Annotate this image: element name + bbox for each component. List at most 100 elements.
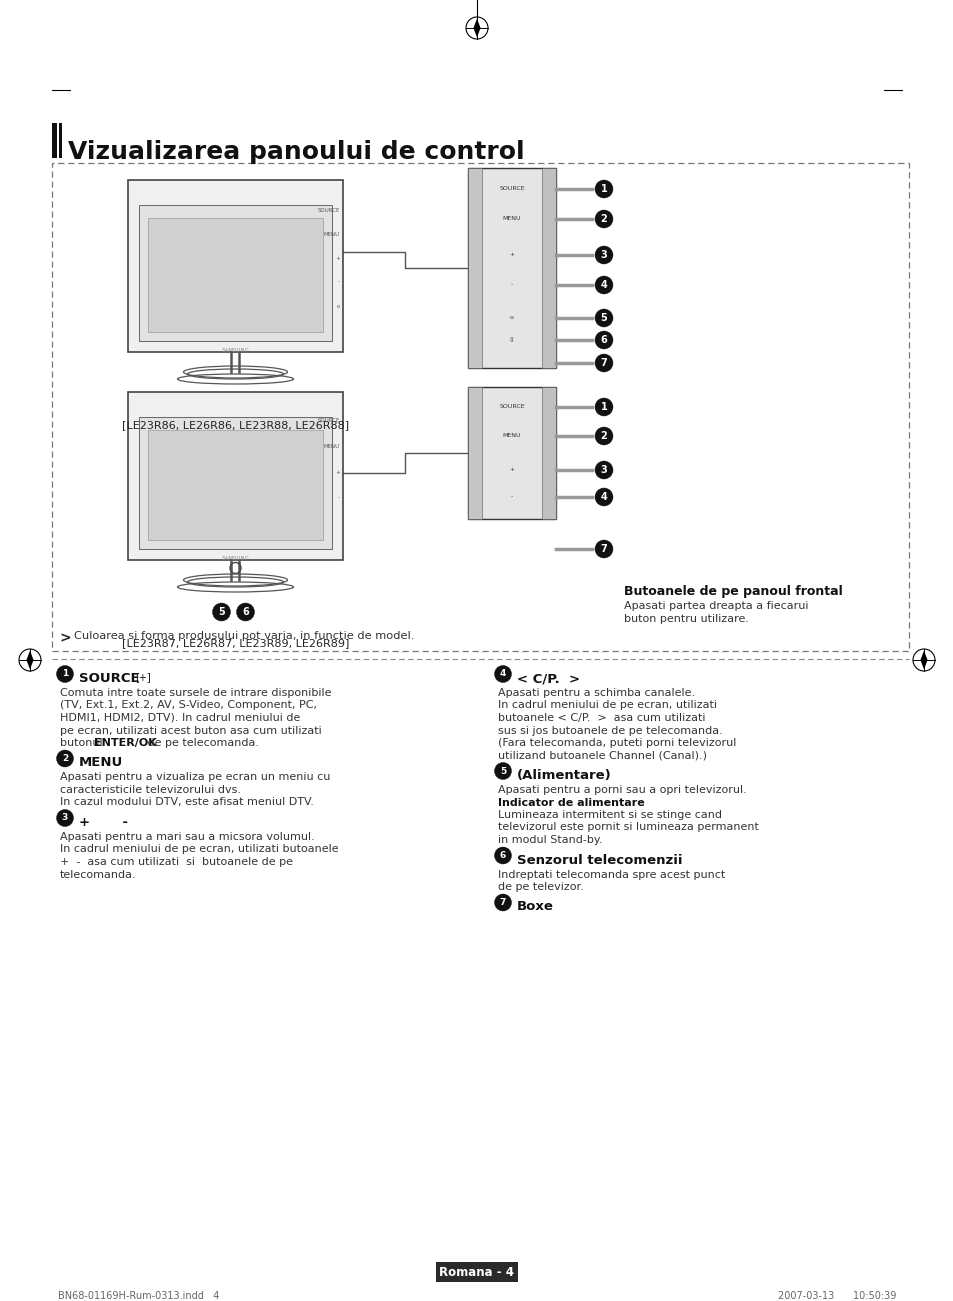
Text: butoanele < C/P.  >  asa cum utilizati: butoanele < C/P. > asa cum utilizati xyxy=(497,713,705,723)
Circle shape xyxy=(213,602,231,621)
Text: SOURCE: SOURCE xyxy=(498,186,524,191)
Text: 2: 2 xyxy=(62,755,68,762)
Text: 6: 6 xyxy=(242,608,249,617)
Text: SOURCE: SOURCE xyxy=(79,673,139,686)
Text: SAMSUNG: SAMSUNG xyxy=(221,556,249,561)
Text: Boxe: Boxe xyxy=(517,900,554,913)
Text: butonul: butonul xyxy=(60,738,106,748)
Text: (Fara telecomanda, puteti porni televizorul: (Fara telecomanda, puteti porni televizo… xyxy=(497,738,736,748)
Bar xyxy=(468,386,481,519)
Circle shape xyxy=(595,488,613,506)
Bar xyxy=(52,163,908,650)
Text: ENTER/OK: ENTER/OK xyxy=(94,738,157,748)
Circle shape xyxy=(56,749,73,768)
Bar xyxy=(468,168,556,368)
Bar xyxy=(59,124,62,157)
Text: 4: 4 xyxy=(600,280,607,290)
Text: >: > xyxy=(60,631,71,645)
Text: Apasati pentru a porni sau a opri televizorul.: Apasati pentru a porni sau a opri televi… xyxy=(497,785,746,795)
Circle shape xyxy=(595,209,613,228)
Text: Indicator de alimentare: Indicator de alimentare xyxy=(497,798,644,808)
Text: utilizand butoanele Channel (Canal).): utilizand butoanele Channel (Canal).) xyxy=(497,751,706,761)
Text: 7: 7 xyxy=(600,544,607,554)
Circle shape xyxy=(494,894,511,911)
Circle shape xyxy=(595,398,613,416)
Text: o: o xyxy=(510,315,514,320)
Text: 1: 1 xyxy=(600,183,607,194)
Text: MENU: MENU xyxy=(502,216,520,221)
Text: 5: 5 xyxy=(600,314,607,323)
Text: HDMI1, HDMI2, DTV). In cadrul meniului de: HDMI1, HDMI2, DTV). In cadrul meniului d… xyxy=(60,713,300,723)
Text: Apasati pentru a mari sau a micsora volumul.: Apasati pentru a mari sau a micsora volu… xyxy=(60,833,314,842)
Text: 3: 3 xyxy=(600,464,607,475)
Text: Apasati pentru a vizualiza pe ecran un meniu cu: Apasati pentru a vizualiza pe ecran un m… xyxy=(60,773,330,782)
Text: Comuta intre toate sursele de intrare disponibile: Comuta intre toate sursele de intrare di… xyxy=(60,688,331,699)
Text: SOURCE: SOURCE xyxy=(317,207,339,212)
Text: 6: 6 xyxy=(600,334,607,345)
Text: telecomanda.: telecomanda. xyxy=(60,869,136,879)
Text: Senzorul telecomenzii: Senzorul telecomenzii xyxy=(517,853,681,866)
Text: pe ecran, utilizati acest buton asa cum utilizati: pe ecran, utilizati acest buton asa cum … xyxy=(60,726,321,735)
Text: -: - xyxy=(337,280,339,285)
Text: 1: 1 xyxy=(600,402,607,412)
Text: de pe telecomanda.: de pe telecomanda. xyxy=(144,738,259,748)
Text: +: + xyxy=(335,470,339,475)
Text: MENU: MENU xyxy=(502,433,520,438)
Text: Indreptati telecomanda spre acest punct: Indreptati telecomanda spre acest punct xyxy=(497,869,724,879)
Text: +: + xyxy=(335,255,339,260)
Circle shape xyxy=(474,26,479,30)
Text: < C/P.  >: < C/P. > xyxy=(517,673,579,686)
Polygon shape xyxy=(27,650,33,669)
Text: 3: 3 xyxy=(62,813,68,822)
Text: Vizualizarea panoului de control: Vizualizarea panoului de control xyxy=(68,141,524,164)
Text: +: + xyxy=(509,252,514,258)
Text: In cazul modului DTV, este afisat meniul DTV.: In cazul modului DTV, este afisat meniul… xyxy=(60,798,314,808)
Circle shape xyxy=(595,461,613,479)
Text: Culoarea si forma produsului pot varia, in functie de model.: Culoarea si forma produsului pot varia, … xyxy=(74,631,414,641)
Circle shape xyxy=(595,246,613,264)
Text: 7: 7 xyxy=(499,898,506,907)
Bar xyxy=(128,392,343,559)
Text: In cadrul meniului de pe ecran, utilizati: In cadrul meniului de pe ecran, utilizat… xyxy=(497,700,717,710)
Text: 5: 5 xyxy=(499,766,506,775)
Text: -: - xyxy=(511,282,513,288)
Text: Lumineaza intermitent si se stinge cand: Lumineaza intermitent si se stinge cand xyxy=(497,811,721,820)
Text: 5: 5 xyxy=(218,608,225,617)
Text: caracteristicile televizorului dvs.: caracteristicile televizorului dvs. xyxy=(60,785,241,795)
Text: 7: 7 xyxy=(600,358,607,368)
Circle shape xyxy=(56,666,73,683)
Bar xyxy=(436,1262,517,1281)
Circle shape xyxy=(494,762,511,779)
Text: (TV, Ext.1, Ext.2, AV, S-Video, Component, PC,: (TV, Ext.1, Ext.2, AV, S-Video, Componen… xyxy=(60,700,316,710)
Text: In cadrul meniului de pe ecran, utilizati butoanele: In cadrul meniului de pe ecran, utilizat… xyxy=(60,844,338,855)
Text: 1: 1 xyxy=(62,670,68,679)
Text: Apasati pentru a schimba canalele.: Apasati pentru a schimba canalele. xyxy=(497,688,695,699)
Bar xyxy=(468,386,556,519)
Text: televizorul este pornit si lumineaza permanent: televizorul este pornit si lumineaza per… xyxy=(497,822,758,833)
Circle shape xyxy=(921,657,925,662)
Text: MENU: MENU xyxy=(323,444,339,449)
Text: 3: 3 xyxy=(600,250,607,260)
Bar xyxy=(139,206,332,341)
Text: 6: 6 xyxy=(499,851,506,860)
Text: 4: 4 xyxy=(499,670,506,679)
Circle shape xyxy=(494,666,511,683)
Circle shape xyxy=(595,330,613,349)
Text: SAMSUNG: SAMSUNG xyxy=(221,347,249,353)
Text: [LE23R87, LE26R87, LE23R89, LE26R89]: [LE23R87, LE26R87, LE23R89, LE26R89] xyxy=(122,637,349,648)
Polygon shape xyxy=(920,650,926,669)
Polygon shape xyxy=(473,18,480,38)
Text: Apasati partea dreapta a fiecarui: Apasati partea dreapta a fiecarui xyxy=(623,601,807,611)
Text: MENU: MENU xyxy=(323,232,339,237)
Text: -: - xyxy=(337,496,339,501)
Circle shape xyxy=(595,180,613,198)
Bar xyxy=(541,168,556,368)
Bar xyxy=(148,431,323,540)
Text: 2007-03-13      10:50:39: 2007-03-13 10:50:39 xyxy=(777,1291,895,1301)
Text: o: o xyxy=(336,303,339,308)
Circle shape xyxy=(28,657,32,662)
Text: de pe televizor.: de pe televizor. xyxy=(497,882,583,892)
Text: [+]: [+] xyxy=(135,673,151,682)
Text: +: + xyxy=(509,467,514,472)
Bar xyxy=(52,124,57,157)
